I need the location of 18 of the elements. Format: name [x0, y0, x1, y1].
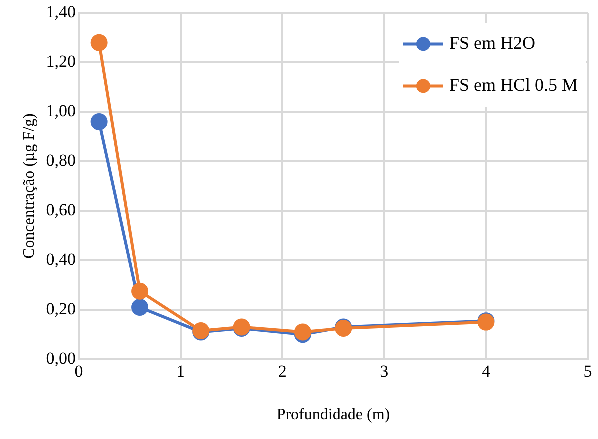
x-tick-label: 1	[176, 362, 186, 382]
x-tick-label: 2	[278, 362, 287, 382]
y-tick-label: 0,60	[46, 200, 76, 220]
y-tick-label: 1,00	[46, 102, 76, 121]
x-tick-label: 0	[74, 362, 84, 382]
y-tick-label: 0,40	[46, 250, 76, 269]
y-tick-label: 0,20	[46, 299, 76, 318]
legend-label: FS em HCl 0.5 M	[449, 74, 578, 95]
x-tick-label: 4	[482, 362, 491, 382]
y-tick-label: 0,80	[46, 151, 76, 170]
legend-label: FS em H2O	[449, 32, 536, 53]
y-tick-label: 1,40	[46, 2, 76, 22]
x-tick-label: 3	[380, 362, 389, 382]
x-axis-title: Profundidade (m)	[276, 406, 390, 424]
y-tick-label: 1,20	[46, 52, 76, 72]
y-axis-title: Concentração (µg F/g)	[20, 114, 38, 259]
x-tick-label: 5	[584, 362, 592, 382]
y-tick-label: 0,00	[46, 348, 76, 368]
